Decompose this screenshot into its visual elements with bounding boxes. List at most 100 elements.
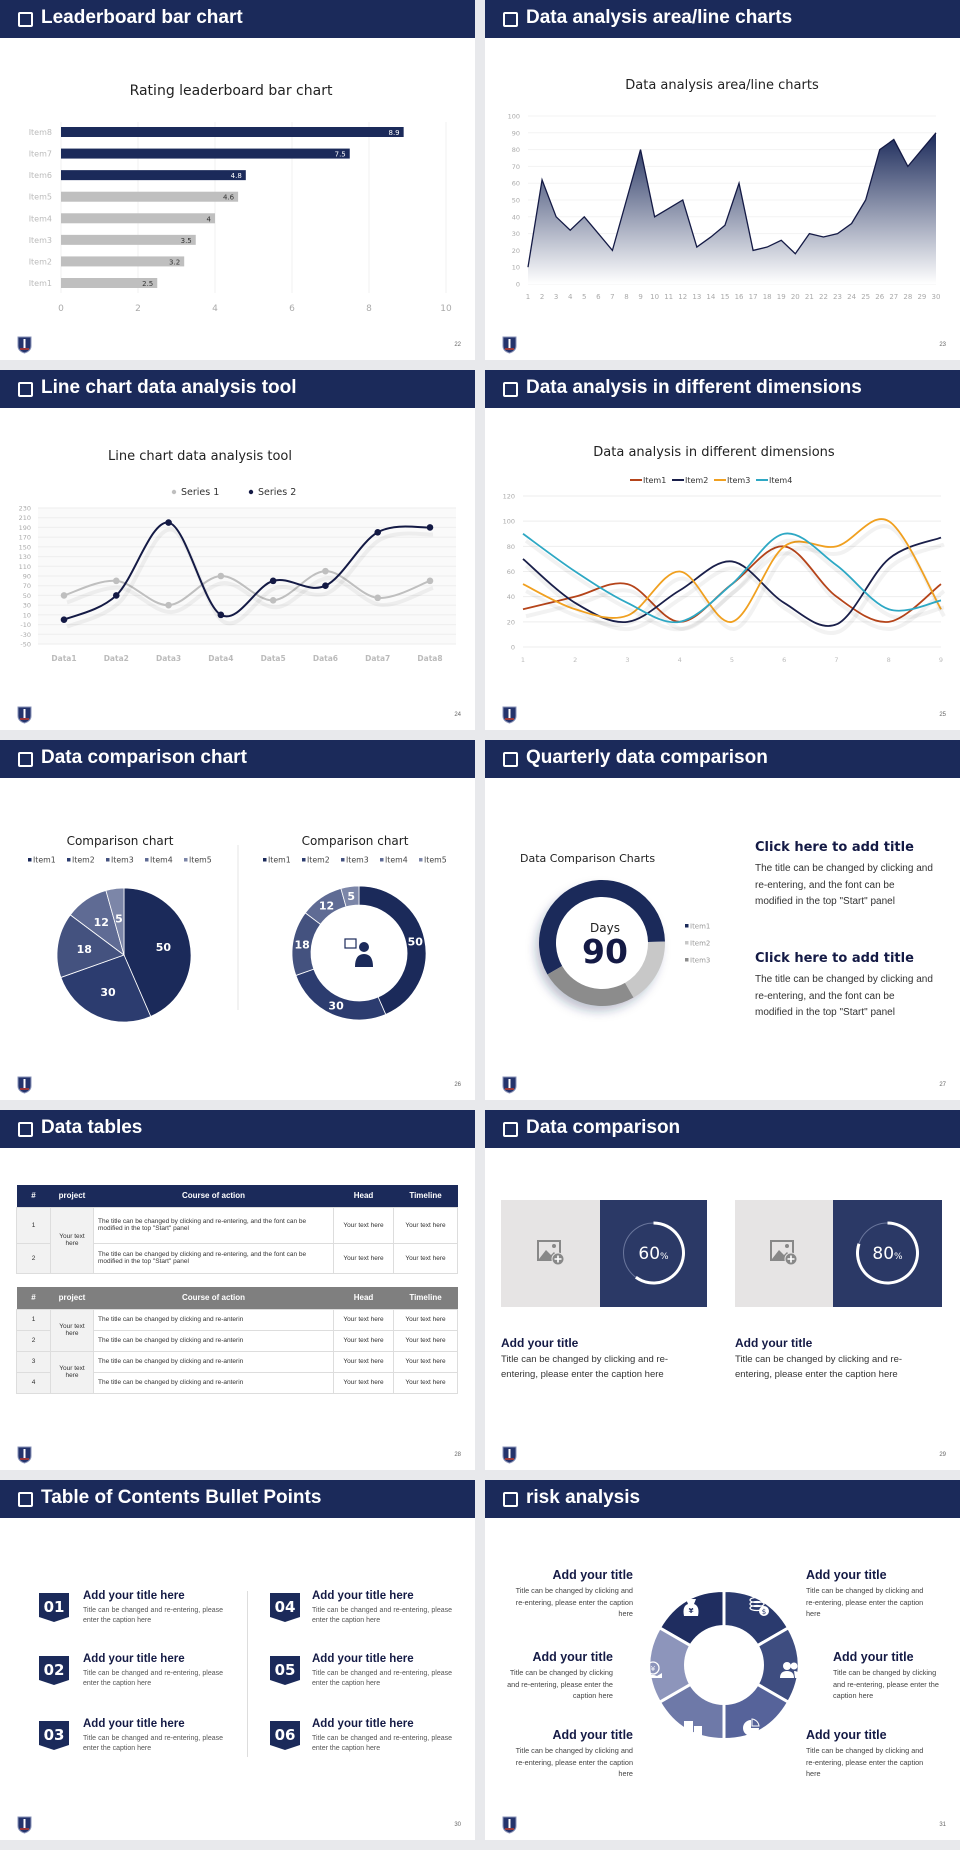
head-cell[interactable]: Your text here: [333, 1242, 394, 1274]
head-cell[interactable]: Your text here: [333, 1350, 394, 1373]
checkbox-icon: [503, 752, 518, 767]
data-point: [60, 592, 68, 599]
risk-item-title[interactable]: Add your title: [552, 1728, 633, 1742]
x-tick-label: 5: [582, 293, 586, 301]
action-cell[interactable]: The title can be changed by clicking and…: [93, 1350, 334, 1373]
action-cell[interactable]: The title can be changed by clicking and…: [93, 1329, 334, 1352]
slide-header: Data analysis in different dimensions: [485, 370, 960, 408]
x-tick-label: Data5: [261, 654, 286, 663]
head-cell[interactable]: Your text here: [333, 1371, 394, 1394]
card-title[interactable]: Add your title: [735, 1336, 813, 1350]
column-header[interactable]: #: [31, 1191, 36, 1201]
y-category-label: Item4: [29, 214, 52, 223]
center-value: 90: [582, 932, 628, 971]
x-tick-label: 2: [135, 304, 141, 314]
risk-item-title[interactable]: Add your title: [806, 1728, 887, 1742]
column-header[interactable]: project: [58, 1191, 86, 1201]
y-tick-label: 150: [19, 543, 31, 551]
head: [790, 1662, 798, 1670]
risk-item-title[interactable]: Add your title: [806, 1568, 887, 1582]
legend-label: Item4: [150, 856, 173, 865]
action-cell[interactable]: The title can be changed by clicking and…: [93, 1206, 334, 1244]
x-tick-label: 1: [521, 656, 525, 664]
slice-item1: [539, 880, 665, 975]
project-cell[interactable]: Your text here: [50, 1308, 94, 1352]
timeline-cell[interactable]: Your text here: [393, 1308, 458, 1331]
bar-data-label: 3.2: [169, 258, 180, 266]
body: [794, 1671, 800, 1678]
card-body: Title can be changed by clicking and re-…: [501, 1354, 669, 1380]
column-header[interactable]: #: [31, 1293, 36, 1303]
checkbox-icon: [18, 12, 33, 27]
frame: [770, 1240, 794, 1261]
column-header[interactable]: project: [58, 1293, 86, 1303]
image-placeholder[interactable]: [501, 1200, 600, 1307]
people-icon: [780, 1662, 800, 1678]
x-tick-label: 0: [58, 304, 64, 314]
action-cell[interactable]: The title can be changed by clicking and…: [93, 1371, 334, 1394]
plus: [554, 1255, 561, 1263]
item-title[interactable]: Add your title here: [312, 1718, 414, 1730]
y-tick-label: 20: [507, 618, 515, 626]
shield-tower: [508, 709, 511, 718]
item-title[interactable]: Add your title here: [312, 1590, 414, 1602]
timeline-cell[interactable]: Your text here: [393, 1350, 458, 1373]
timeline-cell[interactable]: Your text here: [393, 1329, 458, 1352]
badge-number: 01: [44, 1598, 65, 1616]
column-header[interactable]: Head: [353, 1293, 374, 1303]
timeline-cell[interactable]: Your text here: [393, 1206, 458, 1244]
action-cell[interactable]: The title can be changed by clicking and…: [93, 1308, 334, 1331]
table-row: 1 Your text here The title can be changed…: [16, 1206, 458, 1274]
slice-data-label: 12: [319, 900, 334, 913]
bar-data-label: 7.5: [335, 151, 346, 159]
coin-front: [759, 1606, 769, 1616]
risk-item-title[interactable]: Add your title: [532, 1650, 613, 1664]
y-tick-label: 0: [511, 644, 515, 652]
item-title[interactable]: Add your title here: [83, 1718, 185, 1730]
y-tick-label: 190: [19, 524, 31, 532]
slice-item3: [56, 914, 125, 978]
x-tick-label: 26: [875, 293, 884, 301]
column-header[interactable]: Course of action: [181, 1293, 246, 1303]
block-title[interactable]: Click here to add title: [755, 951, 914, 966]
image-placeholder[interactable]: [735, 1200, 833, 1307]
block-title[interactable]: Click here to add title: [755, 840, 914, 855]
donut-shadow: [540, 881, 664, 1005]
legend-label: Series 2: [258, 487, 296, 498]
head-cell[interactable]: Your text here: [333, 1308, 394, 1331]
x-tick-label: 8: [624, 293, 628, 301]
badge-shape: [270, 1721, 300, 1750]
slice-data-label: 30: [328, 1000, 344, 1013]
x-tick-label: 22: [819, 293, 828, 301]
y-tick-label: 10: [23, 611, 31, 619]
timeline-cell[interactable]: Your text here: [393, 1242, 458, 1274]
head-cell[interactable]: Your text here: [333, 1329, 394, 1352]
risk-item-title[interactable]: Add your title: [552, 1568, 633, 1582]
number-badge: 03: [39, 1721, 69, 1750]
project-cell[interactable]: Your text here: [50, 1350, 94, 1394]
column-header[interactable]: Head: [353, 1191, 374, 1201]
column-header[interactable]: Timeline: [409, 1293, 442, 1303]
table-row: 2 The title can be changed by clicking an…: [16, 1242, 458, 1274]
checkbox-icon: [503, 12, 518, 27]
card-title[interactable]: Add your title: [501, 1336, 579, 1350]
item-title[interactable]: Add your title here: [83, 1653, 185, 1665]
legend-label: Item3: [690, 957, 710, 965]
table-row: 4 The title can be changed by clicking an…: [16, 1371, 458, 1394]
action-cell[interactable]: The title can be changed by clicking and…: [93, 1242, 334, 1274]
y-tick-label: 20: [512, 247, 520, 255]
project-cell[interactable]: Your text here: [50, 1206, 94, 1274]
column-header[interactable]: Course of action: [181, 1191, 246, 1201]
legend-swatch: [419, 858, 423, 862]
y-tick-label: 110: [19, 563, 31, 571]
y-tick-label: 40: [507, 593, 515, 601]
timeline-cell[interactable]: Your text here: [393, 1371, 458, 1394]
item-title[interactable]: Add your title here: [312, 1653, 414, 1665]
school-shield-logo: [502, 336, 517, 354]
risk-item-title[interactable]: Add your title: [833, 1650, 914, 1664]
head-cell[interactable]: Your text here: [333, 1206, 394, 1244]
item-title[interactable]: Add your title here: [83, 1590, 185, 1602]
slide-title: Line chart data analysis tool: [41, 377, 297, 398]
sun: [551, 1244, 556, 1248]
column-header[interactable]: Timeline: [409, 1191, 442, 1201]
